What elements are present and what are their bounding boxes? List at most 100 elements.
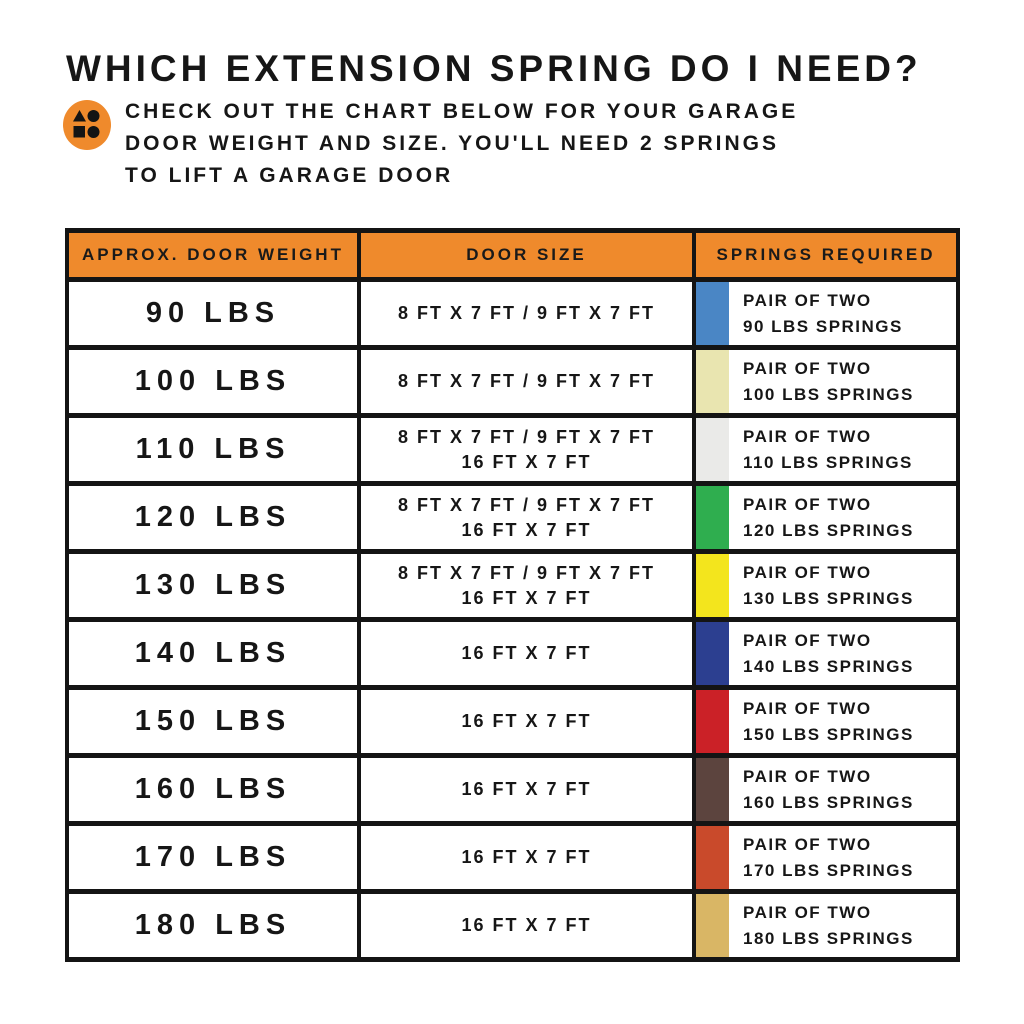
springs-required-line: 100 LBS SPRINGS [743,384,914,404]
table-row: 170 LBS 16 FT X 7 FT PAIR OF TWO 170 LBS SP… [65,821,960,894]
springs-required-text: PAIR OF TWO 180 LBS SPRINGS [696,900,956,952]
springs-required-text: PAIR OF TWO 100 LBS SPRINGS [696,356,956,408]
header-springs-required: SPRINGS REQUIRED [692,228,960,282]
springs-required-text: PAIR OF TWO 90 LBS SPRINGS [696,288,956,340]
door-size-line: 16 FT X 7 FT [461,451,592,472]
door-weight-cell: 160 LBS [65,753,361,826]
springs-required-line: PAIR OF TWO [743,562,872,582]
spring-color-swatch [696,758,729,821]
door-size-line: 16 FT X 7 FT [461,847,592,867]
springs-required-line: PAIR OF TWO [743,834,872,854]
spring-color-swatch [696,350,729,413]
springs-required-cell: PAIR OF TWO 170 LBS SPRINGS [692,821,960,894]
springs-required-line: PAIR OF TWO [743,698,872,718]
spring-color-swatch [696,826,729,889]
door-size-cell: 8 FT X 7 FT / 9 FT X 7 FT 16 FT X 7 FT [357,413,696,486]
springs-required-line: 160 LBS SPRINGS [743,792,914,812]
door-size-cell: 8 FT X 7 FT / 9 FT X 7 FT 16 FT X 7 FT [357,481,696,554]
door-weight-cell: 90 LBS [65,277,361,350]
intro-line-2: DOOR WEIGHT AND SIZE. YOU'LL NEED 2 SPRI… [125,132,779,155]
spring-color-swatch [696,622,729,685]
table-row: 130 LBS 8 FT X 7 FT / 9 FT X 7 FT 16 FT X … [65,549,960,622]
springs-required-text: PAIR OF TWO 150 LBS SPRINGS [696,696,956,748]
intro-text: CHECK OUT THE CHART BELOW FOR YOUR GARAG… [125,96,945,192]
table-row: 110 LBS 8 FT X 7 FT / 9 FT X 7 FT 16 FT X … [65,413,960,486]
spring-color-swatch [696,894,729,957]
spring-color-swatch [696,690,729,753]
springs-required-line: 180 LBS SPRINGS [743,928,914,948]
springs-required-line: PAIR OF TWO [743,358,872,378]
table-row: 160 LBS 16 FT X 7 FT PAIR OF TWO 160 LBS SP… [65,753,960,826]
door-size-line: 8 FT X 7 FT / 9 FT X 7 FT [397,303,656,323]
door-size-line: 16 FT X 7 FT [461,779,592,799]
page-title: WHICH EXTENSION SPRING DO I NEED? [66,48,922,89]
door-size-line: 8 FT X 7 FT / 9 FT X 7 FT [397,494,656,515]
springs-required-line: PAIR OF TWO [743,426,872,446]
door-size-cell: 16 FT X 7 FT [357,685,696,758]
springs-required-line: PAIR OF TWO [743,290,872,310]
shapes-icon [62,100,112,150]
door-size-cell: 16 FT X 7 FT [357,889,696,962]
springs-required-cell: PAIR OF TWO 180 LBS SPRINGS [692,889,960,962]
door-size-line: 8 FT X 7 FT / 9 FT X 7 FT [397,426,656,447]
table-row: 180 LBS 16 FT X 7 FT PAIR OF TWO 180 LBS SP… [65,889,960,962]
spring-chart-table: APPROX. DOOR WEIGHT DOOR SIZE SPRINGS RE… [65,228,960,962]
intro-line-3: TO LIFT A GARAGE DOOR [125,164,454,187]
springs-required-text: PAIR OF TWO 140 LBS SPRINGS [696,628,956,680]
springs-required-line: 170 LBS SPRINGS [743,860,914,880]
door-size-line: 16 FT X 7 FT [461,519,592,540]
door-weight-cell: 180 LBS [65,889,361,962]
door-weight-cell: 140 LBS [65,617,361,690]
spring-color-swatch [696,554,729,617]
door-weight-cell: 150 LBS [65,685,361,758]
springs-required-cell: PAIR OF TWO 120 LBS SPRINGS [692,481,960,554]
springs-required-text: PAIR OF TWO 120 LBS SPRINGS [696,492,956,544]
intro-line-1: CHECK OUT THE CHART BELOW FOR YOUR GARAG… [125,100,799,123]
door-size-line: 16 FT X 7 FT [461,711,592,731]
springs-required-cell: PAIR OF TWO 150 LBS SPRINGS [692,685,960,758]
springs-required-text: PAIR OF TWO 110 LBS SPRINGS [696,424,956,476]
springs-required-cell: PAIR OF TWO 130 LBS SPRINGS [692,549,960,622]
springs-required-cell: PAIR OF TWO 140 LBS SPRINGS [692,617,960,690]
springs-required-cell: PAIR OF TWO 160 LBS SPRINGS [692,753,960,826]
springs-required-line: 120 LBS SPRINGS [743,520,914,540]
door-weight-cell: 120 LBS [65,481,361,554]
table-row: 150 LBS 16 FT X 7 FT PAIR OF TWO 150 LBS SP… [65,685,960,758]
door-weight-cell: 100 LBS [65,345,361,418]
door-size-line: 16 FT X 7 FT [461,587,592,608]
springs-required-text: PAIR OF TWO 160 LBS SPRINGS [696,764,956,816]
door-size-cell: 8 FT X 7 FT / 9 FT X 7 FT [357,277,696,350]
door-size-cell: 16 FT X 7 FT [357,821,696,894]
springs-required-cell: PAIR OF TWO 90 LBS SPRINGS [692,277,960,350]
springs-required-line: 90 LBS SPRINGS [743,316,903,336]
springs-required-line: 130 LBS SPRINGS [743,588,914,608]
door-size-cell: 16 FT X 7 FT [357,617,696,690]
springs-required-cell: PAIR OF TWO 110 LBS SPRINGS [692,413,960,486]
header-door-size: DOOR SIZE [357,228,696,282]
springs-required-text: PAIR OF TWO 170 LBS SPRINGS [696,832,956,884]
door-size-line: 8 FT X 7 FT / 9 FT X 7 FT [397,371,656,391]
table-row: 90 LBS 8 FT X 7 FT / 9 FT X 7 FT PAIR OF T… [65,277,960,350]
spring-color-swatch [696,486,729,549]
springs-required-cell: PAIR OF TWO 100 LBS SPRINGS [692,345,960,418]
springs-required-text: PAIR OF TWO 130 LBS SPRINGS [696,560,956,612]
table-row: 100 LBS 8 FT X 7 FT / 9 FT X 7 FT PAIR OF … [65,345,960,418]
door-size-line: 8 FT X 7 FT / 9 FT X 7 FT [397,562,656,583]
door-size-line: 16 FT X 7 FT [461,643,592,663]
table-row: 120 LBS 8 FT X 7 FT / 9 FT X 7 FT 16 FT X … [65,481,960,554]
springs-required-line: 150 LBS SPRINGS [743,724,914,744]
table-header-row: APPROX. DOOR WEIGHT DOOR SIZE SPRINGS RE… [65,228,960,282]
table-row: 140 LBS 16 FT X 7 FT PAIR OF TWO 140 LBS SP… [65,617,960,690]
springs-required-line: 110 LBS SPRINGS [743,452,913,472]
door-size-cell: 8 FT X 7 FT / 9 FT X 7 FT 16 FT X 7 FT [357,549,696,622]
header-door-weight: APPROX. DOOR WEIGHT [65,228,361,282]
springs-required-line: PAIR OF TWO [743,630,872,650]
door-size-line: 16 FT X 7 FT [461,915,592,935]
door-size-cell: 16 FT X 7 FT [357,753,696,826]
springs-required-line: PAIR OF TWO [743,902,872,922]
door-weight-cell: 130 LBS [65,549,361,622]
springs-required-line: PAIR OF TWO [743,766,872,786]
springs-required-line: PAIR OF TWO [743,494,872,514]
door-weight-cell: 110 LBS [65,413,361,486]
